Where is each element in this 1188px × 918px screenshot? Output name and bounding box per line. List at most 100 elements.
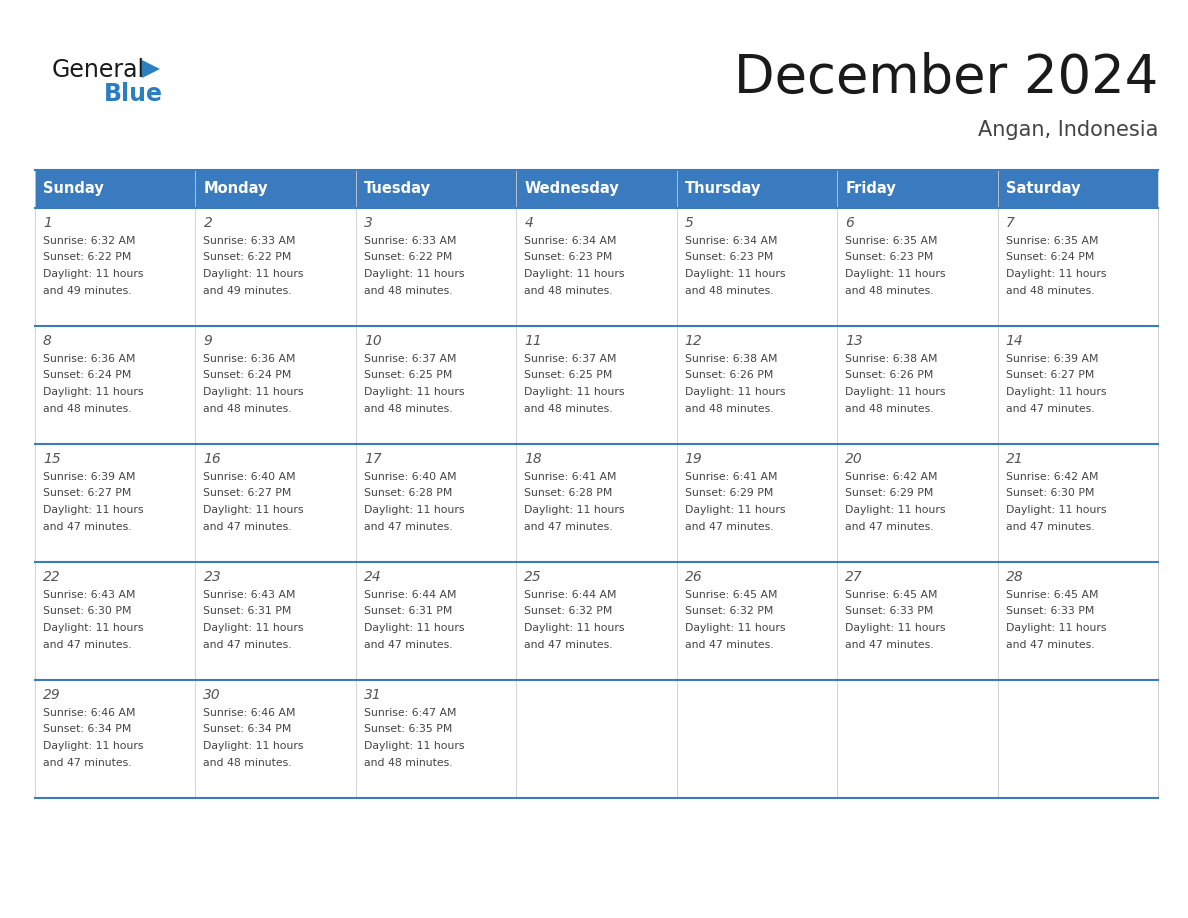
Text: 31: 31 xyxy=(364,688,381,702)
Text: Daylight: 11 hours: Daylight: 11 hours xyxy=(43,623,144,633)
Bar xyxy=(356,680,517,798)
Bar xyxy=(356,208,517,326)
Text: Daylight: 11 hours: Daylight: 11 hours xyxy=(43,387,144,397)
Bar xyxy=(998,562,1158,680)
Bar xyxy=(677,562,838,680)
Text: Sunrise: 6:38 AM: Sunrise: 6:38 AM xyxy=(684,354,777,364)
Text: and 48 minutes.: and 48 minutes. xyxy=(845,404,934,413)
Text: and 48 minutes.: and 48 minutes. xyxy=(364,757,453,767)
Text: Sunset: 6:26 PM: Sunset: 6:26 PM xyxy=(845,371,934,380)
Bar xyxy=(517,326,677,444)
Text: 21: 21 xyxy=(1005,452,1023,466)
Text: General: General xyxy=(52,58,145,82)
Bar xyxy=(998,208,1158,326)
Text: Sunset: 6:23 PM: Sunset: 6:23 PM xyxy=(845,252,934,263)
Text: Daylight: 11 hours: Daylight: 11 hours xyxy=(684,505,785,515)
Bar xyxy=(677,326,838,444)
Text: Sunset: 6:26 PM: Sunset: 6:26 PM xyxy=(684,371,773,380)
Bar xyxy=(356,444,517,562)
Text: Sunset: 6:27 PM: Sunset: 6:27 PM xyxy=(203,488,292,498)
Text: Daylight: 11 hours: Daylight: 11 hours xyxy=(203,387,304,397)
Text: December 2024: December 2024 xyxy=(734,52,1158,104)
Text: and 47 minutes.: and 47 minutes. xyxy=(1005,521,1094,532)
Text: and 48 minutes.: and 48 minutes. xyxy=(364,285,453,296)
Text: Sunrise: 6:37 AM: Sunrise: 6:37 AM xyxy=(524,354,617,364)
Bar xyxy=(34,444,196,562)
Text: Angan, Indonesia: Angan, Indonesia xyxy=(978,120,1158,140)
Text: and 48 minutes.: and 48 minutes. xyxy=(203,404,292,413)
Text: Sunset: 6:22 PM: Sunset: 6:22 PM xyxy=(43,252,132,263)
Text: 6: 6 xyxy=(845,216,854,230)
Text: Sunrise: 6:37 AM: Sunrise: 6:37 AM xyxy=(364,354,456,364)
Text: and 48 minutes.: and 48 minutes. xyxy=(364,404,453,413)
Text: 9: 9 xyxy=(203,334,213,348)
Text: and 48 minutes.: and 48 minutes. xyxy=(524,285,613,296)
Text: 4: 4 xyxy=(524,216,533,230)
Text: Sunrise: 6:47 AM: Sunrise: 6:47 AM xyxy=(364,708,456,718)
Text: and 47 minutes.: and 47 minutes. xyxy=(1005,640,1094,650)
Bar xyxy=(998,170,1158,208)
Text: and 48 minutes.: and 48 minutes. xyxy=(524,404,613,413)
Text: Sunset: 6:34 PM: Sunset: 6:34 PM xyxy=(43,724,132,734)
Text: Sunrise: 6:33 AM: Sunrise: 6:33 AM xyxy=(364,236,456,246)
Text: and 47 minutes.: and 47 minutes. xyxy=(684,640,773,650)
Text: Daylight: 11 hours: Daylight: 11 hours xyxy=(364,741,465,751)
Bar xyxy=(677,170,838,208)
Text: Daylight: 11 hours: Daylight: 11 hours xyxy=(1005,623,1106,633)
Text: Sunset: 6:31 PM: Sunset: 6:31 PM xyxy=(364,607,453,617)
Text: Daylight: 11 hours: Daylight: 11 hours xyxy=(43,741,144,751)
Text: Sunset: 6:23 PM: Sunset: 6:23 PM xyxy=(684,252,773,263)
Bar xyxy=(998,680,1158,798)
Polygon shape xyxy=(143,60,160,78)
Text: Sunrise: 6:41 AM: Sunrise: 6:41 AM xyxy=(524,472,617,482)
Bar xyxy=(34,208,196,326)
Text: Sunrise: 6:32 AM: Sunrise: 6:32 AM xyxy=(43,236,135,246)
Text: Sunday: Sunday xyxy=(43,182,103,196)
Text: Daylight: 11 hours: Daylight: 11 hours xyxy=(1005,505,1106,515)
Text: 11: 11 xyxy=(524,334,542,348)
Bar xyxy=(838,562,998,680)
Text: Sunrise: 6:34 AM: Sunrise: 6:34 AM xyxy=(524,236,617,246)
Text: and 49 minutes.: and 49 minutes. xyxy=(203,285,292,296)
Text: 8: 8 xyxy=(43,334,52,348)
Text: Sunrise: 6:35 AM: Sunrise: 6:35 AM xyxy=(845,236,937,246)
Text: Sunset: 6:32 PM: Sunset: 6:32 PM xyxy=(684,607,773,617)
Bar xyxy=(517,562,677,680)
Bar xyxy=(196,562,356,680)
Bar xyxy=(677,208,838,326)
Text: Sunrise: 6:39 AM: Sunrise: 6:39 AM xyxy=(43,472,135,482)
Text: and 48 minutes.: and 48 minutes. xyxy=(845,285,934,296)
Text: and 48 minutes.: and 48 minutes. xyxy=(1005,285,1094,296)
Text: and 47 minutes.: and 47 minutes. xyxy=(364,640,453,650)
Text: 1: 1 xyxy=(43,216,52,230)
Text: Sunset: 6:31 PM: Sunset: 6:31 PM xyxy=(203,607,292,617)
Text: Sunset: 6:34 PM: Sunset: 6:34 PM xyxy=(203,724,292,734)
Text: and 47 minutes.: and 47 minutes. xyxy=(43,757,132,767)
Text: and 47 minutes.: and 47 minutes. xyxy=(524,640,613,650)
Text: and 47 minutes.: and 47 minutes. xyxy=(524,521,613,532)
Text: Sunset: 6:25 PM: Sunset: 6:25 PM xyxy=(364,371,453,380)
Text: and 47 minutes.: and 47 minutes. xyxy=(684,521,773,532)
Text: and 47 minutes.: and 47 minutes. xyxy=(364,521,453,532)
Bar xyxy=(34,562,196,680)
Text: Sunset: 6:24 PM: Sunset: 6:24 PM xyxy=(43,371,132,380)
Bar xyxy=(677,680,838,798)
Text: 26: 26 xyxy=(684,570,702,584)
Text: Sunset: 6:29 PM: Sunset: 6:29 PM xyxy=(845,488,934,498)
Text: 7: 7 xyxy=(1005,216,1015,230)
Text: Sunrise: 6:43 AM: Sunrise: 6:43 AM xyxy=(43,590,135,600)
Text: and 47 minutes.: and 47 minutes. xyxy=(43,640,132,650)
Text: Daylight: 11 hours: Daylight: 11 hours xyxy=(203,269,304,279)
Text: Daylight: 11 hours: Daylight: 11 hours xyxy=(684,269,785,279)
Bar xyxy=(196,444,356,562)
Text: Sunset: 6:22 PM: Sunset: 6:22 PM xyxy=(364,252,453,263)
Bar xyxy=(838,444,998,562)
Bar xyxy=(677,444,838,562)
Text: 24: 24 xyxy=(364,570,381,584)
Text: 23: 23 xyxy=(203,570,221,584)
Text: Sunset: 6:33 PM: Sunset: 6:33 PM xyxy=(845,607,934,617)
Text: Sunset: 6:25 PM: Sunset: 6:25 PM xyxy=(524,371,613,380)
Bar xyxy=(998,326,1158,444)
Text: Daylight: 11 hours: Daylight: 11 hours xyxy=(364,505,465,515)
Text: 19: 19 xyxy=(684,452,702,466)
